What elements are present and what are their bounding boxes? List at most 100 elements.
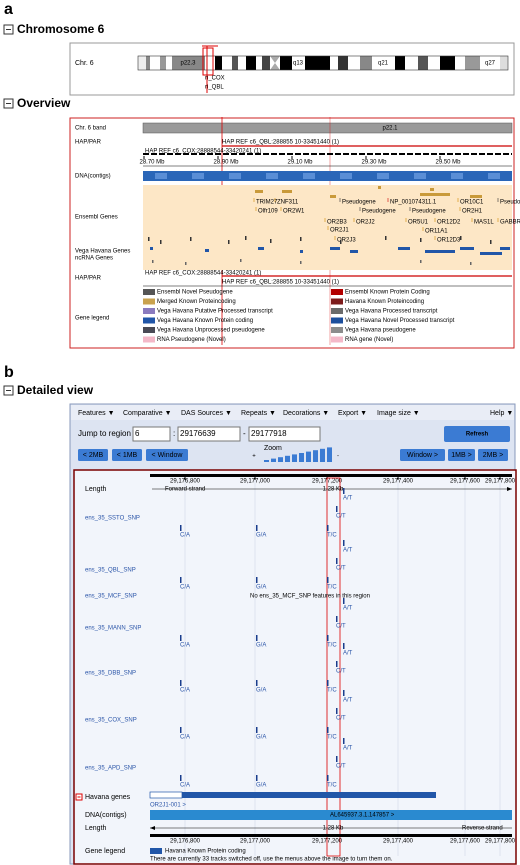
chromosome-band xyxy=(246,56,256,70)
snp-label: A/T xyxy=(343,698,353,704)
zoom-step[interactable] xyxy=(278,457,283,462)
menu-item[interactable]: Decorations ▼ xyxy=(283,410,329,417)
legend-swatch xyxy=(331,308,343,314)
ruler-label: 29,177,600 xyxy=(450,479,481,485)
refresh-label: Refresh xyxy=(466,432,489,438)
hap-label: HAP REF c6_COX:28888544-33420241 (1) xyxy=(145,149,261,155)
snp-label: A/T xyxy=(343,606,353,612)
chromosome-band xyxy=(238,56,246,70)
snp-label: A/T xyxy=(343,548,353,554)
menu-item[interactable]: Repeats ▼ xyxy=(241,410,276,417)
zoom-step[interactable] xyxy=(285,455,290,462)
region-input[interactable] xyxy=(177,426,241,442)
snp-mark xyxy=(343,540,345,546)
legend-swatch xyxy=(331,289,343,295)
track-label: Gene legend xyxy=(75,316,109,322)
strand-label: Reverse strand xyxy=(462,826,503,832)
legend-swatch xyxy=(143,327,155,333)
region-input-value: 29177918 xyxy=(251,429,287,438)
track-label: Chr. 6 xyxy=(75,60,94,67)
contig-segment xyxy=(377,173,389,179)
ncrna-tick xyxy=(240,259,242,262)
region-box xyxy=(202,47,214,76)
gene-tick xyxy=(420,238,422,242)
zoom-step[interactable] xyxy=(313,450,318,462)
snp-label: T/C xyxy=(327,643,337,649)
nav-button[interactable] xyxy=(112,449,142,461)
menu-item[interactable]: Features ▼ xyxy=(78,410,115,417)
chromosome-band xyxy=(500,56,508,70)
zoom-step[interactable] xyxy=(306,451,311,462)
chromosome-band xyxy=(256,56,262,70)
gene-tick xyxy=(340,240,342,244)
zoom-in[interactable]: + xyxy=(252,454,256,460)
detail-image xyxy=(73,469,517,865)
snp-mark xyxy=(256,635,258,641)
zoom-step[interactable] xyxy=(320,448,325,462)
nav-button[interactable] xyxy=(448,449,475,461)
chromosome-band xyxy=(280,56,292,70)
region-input[interactable] xyxy=(132,426,171,442)
zoom-step[interactable] xyxy=(264,460,269,462)
gene-tick xyxy=(228,240,230,244)
snp-label: A/T xyxy=(343,651,353,657)
region-input-value: 29176639 xyxy=(180,429,216,438)
snp-mark xyxy=(256,727,258,733)
track-label: DNA(contigs) xyxy=(85,812,127,819)
legend-swatch xyxy=(143,308,155,314)
region-input[interactable] xyxy=(248,426,321,442)
track-label: Length xyxy=(85,486,107,493)
ruler-bar xyxy=(150,834,512,837)
menu-item[interactable]: Help ▼ xyxy=(490,410,513,417)
gene-label: MAS1L xyxy=(474,220,494,226)
snp-label: C/T xyxy=(336,624,346,630)
snp-label: G/A xyxy=(256,735,266,741)
gene-label: Pseudogene xyxy=(342,200,376,206)
snp-mark xyxy=(327,525,329,531)
nav-button[interactable] xyxy=(78,449,108,461)
snp-label: C/A xyxy=(180,585,190,591)
nav-button[interactable] xyxy=(400,449,445,461)
ruler-label: 29,177,800 xyxy=(485,839,516,845)
legend-swatch xyxy=(150,848,162,854)
snp-mark xyxy=(180,635,182,641)
band-label: q21 xyxy=(378,61,389,67)
ruler-label: 29,177,600 xyxy=(450,839,481,845)
chromosome-band xyxy=(348,56,360,70)
strand-arrow xyxy=(150,826,155,830)
vega-gene xyxy=(398,247,410,250)
zoom-step[interactable] xyxy=(299,453,304,462)
ruler-label: 28.70 Mb xyxy=(139,160,165,166)
contig-segment xyxy=(192,173,204,179)
length-label: 1.28 Kb xyxy=(323,826,344,832)
track-label: HAP/PAR xyxy=(75,140,102,146)
gene-label: Pseudogene xyxy=(362,209,396,215)
menu-item[interactable]: Comparative ▼ xyxy=(123,410,172,417)
track-label: ens_35_MCF_SNP xyxy=(85,594,137,600)
nav-button[interactable] xyxy=(478,449,508,461)
legend-swatch xyxy=(331,327,343,333)
menu-item[interactable]: DAS Sources ▼ xyxy=(181,410,232,417)
chromosome-band xyxy=(160,56,166,70)
zoom-step[interactable] xyxy=(327,447,332,462)
snp-mark xyxy=(180,680,182,686)
vega-gene xyxy=(425,250,455,253)
zoom-out[interactable]: - xyxy=(337,454,339,460)
vega-gene xyxy=(480,252,502,255)
nav-label: 2MB > xyxy=(483,452,503,459)
snp-mark xyxy=(336,506,338,512)
snp-mark xyxy=(256,775,258,781)
snp-label: T/C xyxy=(327,585,337,591)
nav-button[interactable] xyxy=(146,449,188,461)
zoom-step[interactable] xyxy=(292,454,297,462)
refresh-button[interactable] xyxy=(444,426,510,442)
menu-item[interactable]: Export ▼ xyxy=(338,410,367,417)
zoom-step[interactable] xyxy=(271,458,276,462)
legend-label: Vega Havana Unprocessed pseudogene xyxy=(157,328,265,334)
snp-label: C/T xyxy=(336,566,346,572)
strand-label: Forward strand xyxy=(165,487,205,493)
chromosome-band xyxy=(395,56,405,70)
gene-label: ZNF311 xyxy=(277,200,299,206)
snp-label: G/A xyxy=(256,585,266,591)
menu-item[interactable]: Image size ▼ xyxy=(377,410,420,417)
